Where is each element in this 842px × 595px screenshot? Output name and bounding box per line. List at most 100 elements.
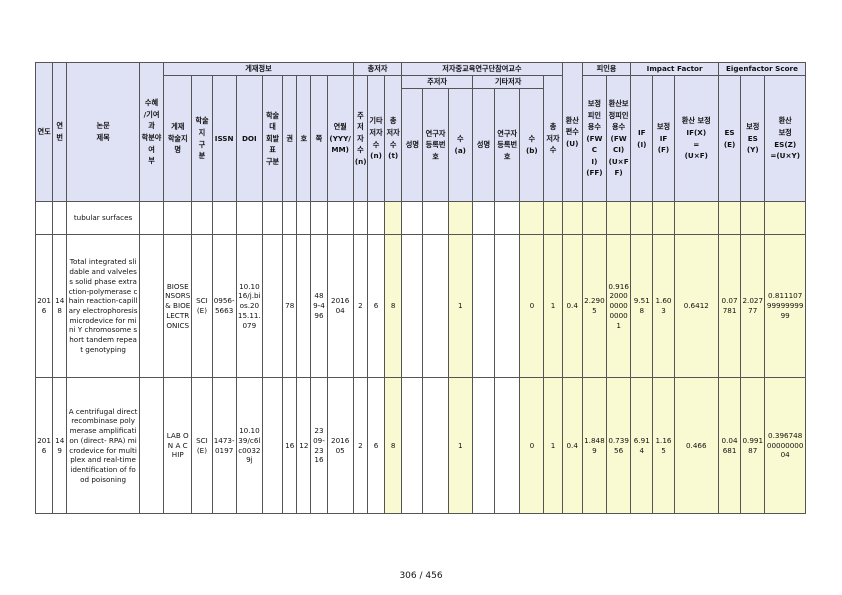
- cell-es-adjusted: 2.02777: [740, 234, 766, 378]
- cell-issue: 12: [296, 377, 312, 514]
- cell-total-participants: 1: [543, 234, 563, 378]
- header-main-authors: 주 저자 수 (n): [352, 75, 368, 202]
- cell-other-authors: 6: [366, 234, 386, 378]
- cell-count-a: 1: [447, 377, 473, 514]
- cell-journal-dept: [261, 234, 284, 378]
- header-volume: 권: [282, 75, 298, 202]
- cell-other-name: [471, 377, 496, 514]
- header-eigenfactor: Eigenfactor Score: [717, 62, 807, 76]
- table-row: 2016 149 A centrifugal direct recombinas…: [34, 377, 806, 514]
- cell-es-converted: 0.8111079999999999: [764, 234, 806, 378]
- cell-no: 149: [52, 377, 68, 514]
- header-other-author-group: 기타저자: [471, 75, 545, 89]
- cell-main-name: [401, 234, 424, 378]
- cell-journal: LAB ON A CHIP: [163, 377, 193, 514]
- cell-page: 489-496: [310, 234, 328, 378]
- header-no: 연번: [52, 62, 68, 202]
- cell-main-researcher-no: [422, 377, 449, 514]
- header-fwci: 보정 피인 용수 (FWC I) (FF): [581, 75, 608, 202]
- cell-count-b: 0: [519, 377, 545, 514]
- cell-title: Total integrated slidable and valveless …: [66, 234, 140, 378]
- cell-other-researcher-no: [494, 377, 521, 514]
- header-date: 연월 (YYY/ MM): [326, 75, 354, 202]
- cell-journal-type: SCI(E): [191, 377, 213, 514]
- cell-main-authors: 2: [352, 234, 368, 378]
- cell-fwci-converted: 0.73956: [605, 377, 632, 514]
- page-number: 306 / 456: [399, 571, 443, 581]
- cell-other-authors: 6: [366, 377, 386, 514]
- table-row: 2016 148 Total integrated slidable and v…: [34, 234, 806, 378]
- cell-doi: 10.1039/c6lc00329j: [235, 377, 263, 514]
- publication-table: 연도 연번 논문 제목 수혜 /기여과 학분야여 부 게재정보 총저자 저자중교…: [34, 62, 807, 514]
- header-count-a: 수 (a): [447, 88, 473, 202]
- header-other-researcher-no: 연구자 등록번 호: [494, 88, 521, 202]
- cell-journal: BIOSENSORS & BIOELECTRONICS: [163, 234, 193, 378]
- cell-contribution: [138, 377, 165, 514]
- cell-if-converted: 0.466: [673, 377, 719, 514]
- cell-fwci: 2.2905: [581, 234, 608, 378]
- header-publication-info: 게재정보: [163, 62, 354, 76]
- cell-total-authors: 8: [384, 234, 403, 378]
- header-impact-factor: Impact Factor: [630, 62, 719, 76]
- header-issn: ISSN: [211, 75, 237, 202]
- cell-if-adjusted: 1.165: [652, 377, 675, 514]
- header-year: 연도: [34, 62, 54, 202]
- header-if: IF (I): [630, 75, 654, 202]
- cell-converted-score: 0.4: [561, 377, 583, 514]
- header-main-name: 성명: [401, 88, 424, 202]
- cell-other-researcher-no: [494, 234, 521, 378]
- cell-converted-score: 0.4: [561, 234, 583, 378]
- header-journal-type: 학술 지 구 분: [191, 75, 213, 202]
- cell-contribution: [138, 234, 165, 378]
- cell-es: 0.04681: [717, 377, 742, 514]
- cell-fwci: 1.8489: [581, 377, 608, 514]
- header-other-authors: 기타 저자 수 (n): [366, 75, 386, 202]
- cell-issn: 1473-0197: [211, 377, 237, 514]
- cell-es-adjusted: 0.99187: [740, 377, 766, 514]
- cell-main-authors: 2: [352, 377, 368, 514]
- header-participating-faculty: 저자중교육연구단참여교수: [401, 62, 563, 76]
- header-es: ES (E): [717, 75, 742, 202]
- header-contribution: 수혜 /기여과 학분야여 부: [138, 62, 165, 202]
- cell-year: 2016: [34, 377, 54, 514]
- cell-date: 2016 04: [326, 234, 354, 378]
- header-main-researcher-no: 연구자 등록번 호: [422, 88, 449, 202]
- cell-other-name: [471, 234, 496, 378]
- cell-issn: 0956-5663: [211, 234, 237, 378]
- cell-issue: [296, 234, 312, 378]
- cell-fwci-converted: 0.9162000000000001: [605, 234, 632, 378]
- cell-count-b: 0: [519, 234, 545, 378]
- cell-date: 2016 05: [326, 377, 354, 514]
- header-if-converted: 환산 보정 IF(X) = (U×F): [673, 75, 719, 202]
- cell-title: A centrifugal direct recombinase polymer…: [66, 377, 140, 514]
- header-authors: 총저자: [352, 62, 403, 76]
- cell-journal-type: SCI(E): [191, 234, 213, 378]
- cell-journal-dept: [261, 377, 284, 514]
- cell-page: 2309-2316: [310, 377, 328, 514]
- header-total-participants: 총 저자 수: [543, 75, 563, 202]
- cell-if: 9.518: [630, 234, 654, 378]
- cell-doi: 10.1016/j.bios.2015.11.079: [235, 234, 263, 378]
- header-doi: DOI: [235, 75, 263, 202]
- header-converted-score: 환산 편수 (U): [561, 62, 583, 202]
- header-fwci-converted: 환산보 정피인 용수 (FWCI) (U×FF): [605, 75, 632, 202]
- cell-title: tubular surfaces: [66, 201, 140, 235]
- cell-year: 2016: [34, 234, 54, 378]
- cell-es-converted: 0.3967480000000004: [764, 377, 806, 514]
- header-other-name: 성명: [471, 88, 496, 202]
- cell-no: 148: [52, 234, 68, 378]
- header-total-authors: 총 저자 수 (t): [384, 75, 403, 202]
- cell-volume: 16: [282, 377, 298, 514]
- cell-if-converted: 0.6412: [673, 234, 719, 378]
- header-journal-dept: 학술대 회발표 구분: [261, 75, 284, 202]
- cell-if-adjusted: 1.603: [652, 234, 675, 378]
- cell-total-authors: 8: [384, 377, 403, 514]
- cell-main-name: [401, 377, 424, 514]
- header-if-adjusted: 보정 IF (F): [652, 75, 675, 202]
- header-title: 논문 제목: [66, 62, 140, 202]
- cell-main-researcher-no: [422, 234, 449, 378]
- header-issue: 호: [296, 75, 312, 202]
- cell-total-participants: 1: [543, 377, 563, 514]
- header-main-author-group: 주저자: [401, 75, 473, 89]
- cell-es: 0.07781: [717, 234, 742, 378]
